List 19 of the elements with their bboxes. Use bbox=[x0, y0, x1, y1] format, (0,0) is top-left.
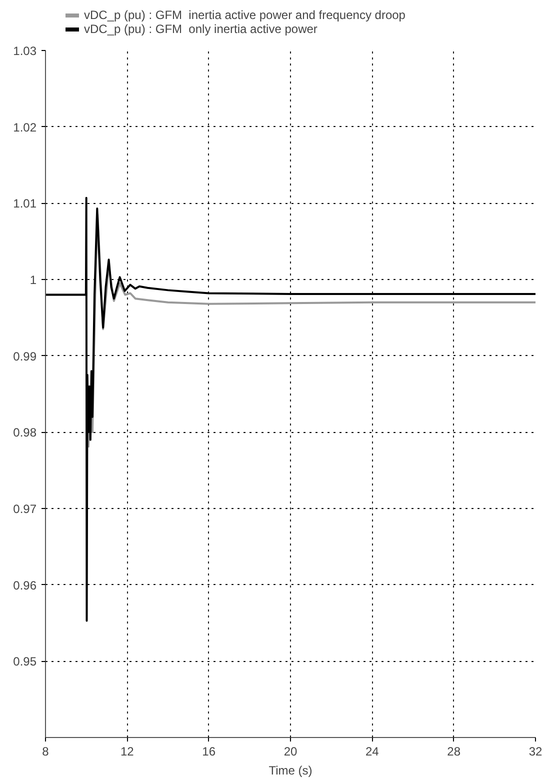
x-tick-label: 8 bbox=[42, 744, 50, 758]
y-tick-label: 0.98 bbox=[13, 426, 37, 440]
y-tick-label: 1.01 bbox=[13, 196, 37, 211]
x-tick-label: 28 bbox=[447, 744, 461, 758]
y-tick-label: 0.95 bbox=[13, 654, 37, 669]
y-tick-label: 1 bbox=[30, 273, 37, 287]
y-tick-label: 0.97 bbox=[13, 502, 37, 516]
x-tick-label: 16 bbox=[202, 744, 216, 758]
y-tick-label: 1.03 bbox=[13, 44, 37, 58]
x-tick-label: 32 bbox=[528, 744, 542, 758]
x-tick-label: 20 bbox=[284, 744, 298, 758]
x-axis-title: Time (s) bbox=[268, 764, 312, 778]
x-tick-label: 12 bbox=[120, 744, 134, 758]
y-tick-label: 1.02 bbox=[13, 120, 37, 134]
x-tick-label: 24 bbox=[365, 744, 380, 758]
legend-label: vDC_p (pu) : GFM only inertia active power bbox=[84, 22, 318, 36]
y-tick-label: 0.96 bbox=[13, 578, 37, 592]
legend-label: vDC_p (pu) : GFM inertia active power and frequency droop bbox=[84, 8, 406, 22]
y-tick-label: 0.99 bbox=[13, 349, 37, 364]
